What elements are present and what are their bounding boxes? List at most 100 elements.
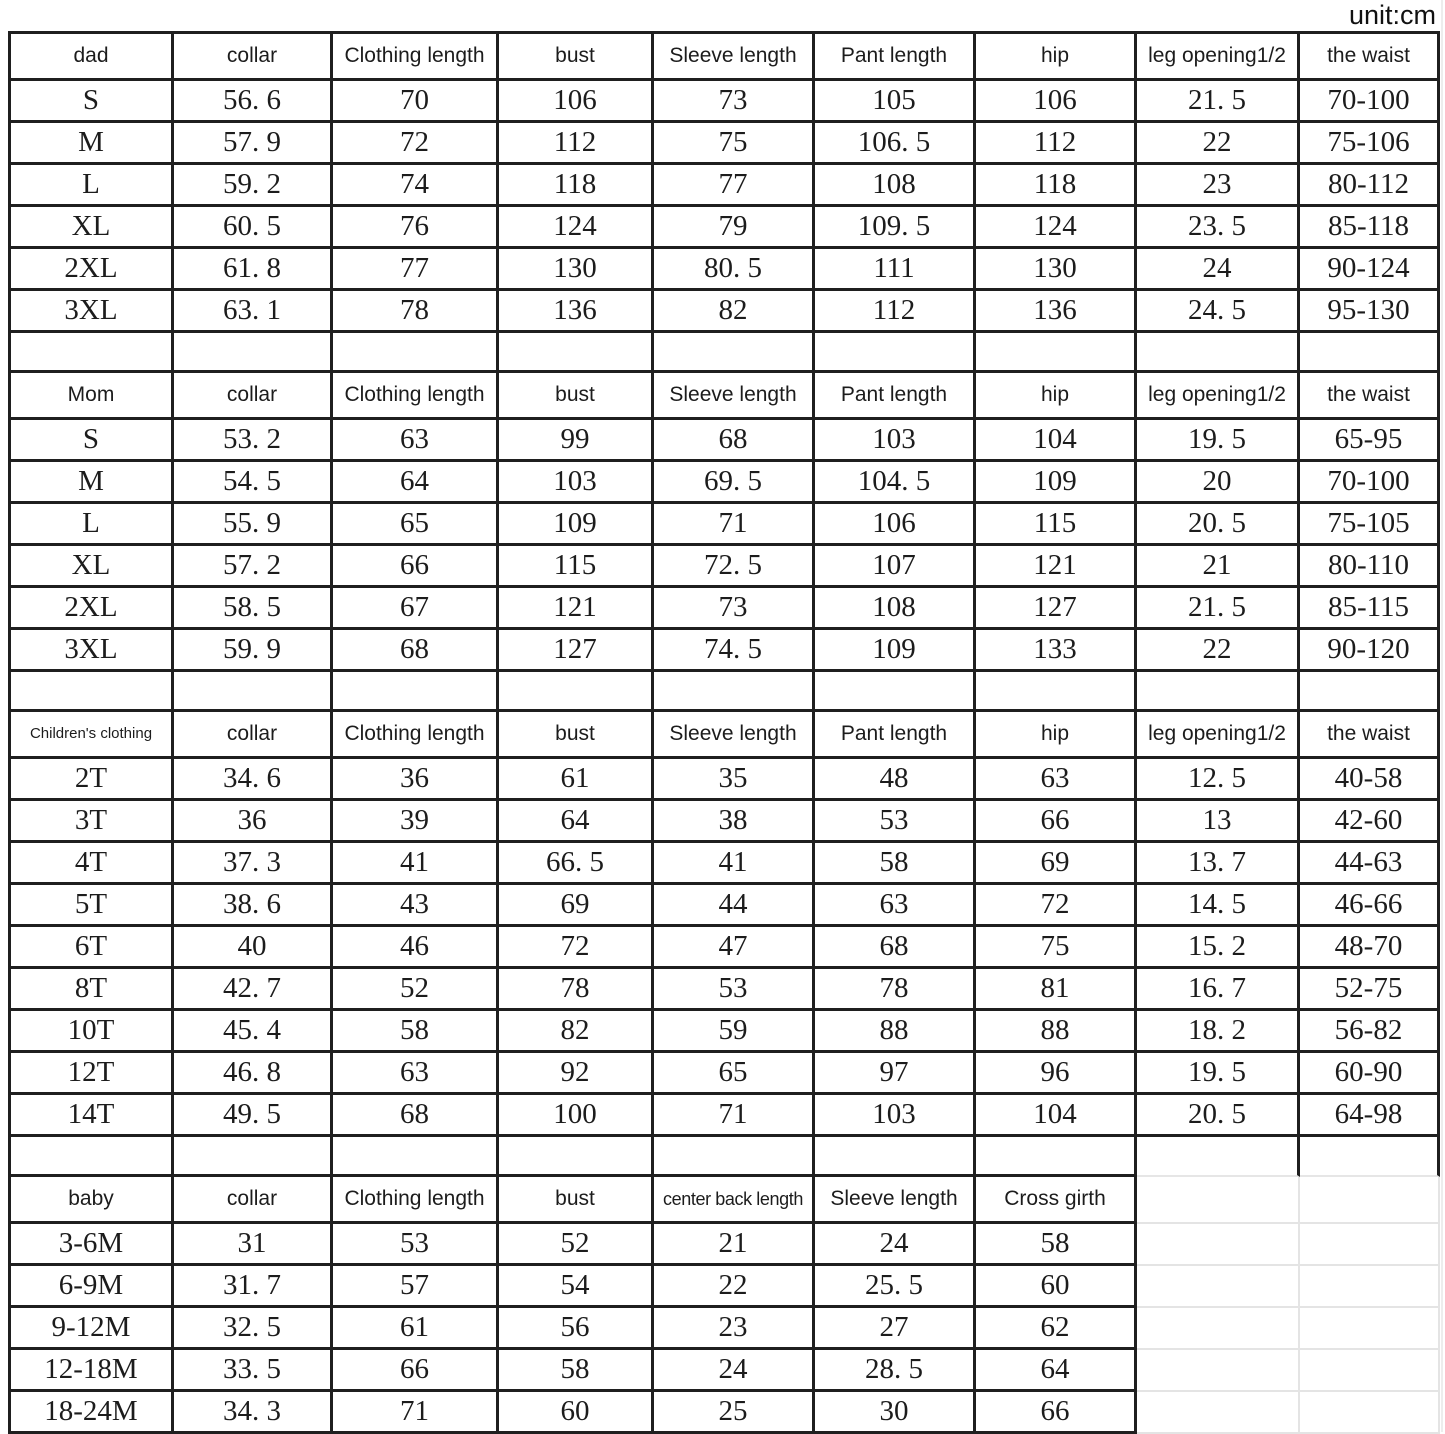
value-cell: 63 <box>333 1053 499 1095</box>
value-cell: 115 <box>976 504 1137 546</box>
value-cell: 63. 1 <box>174 291 333 333</box>
value-cell: 49. 5 <box>174 1095 333 1137</box>
value-cell: 38 <box>654 801 815 843</box>
header-cell: hip <box>976 34 1137 81</box>
value-cell: 24. 5 <box>1137 291 1300 333</box>
value-cell: 130 <box>499 249 654 291</box>
header-cell: Sleeve length <box>654 34 815 81</box>
size-cell: 3XL <box>11 630 174 672</box>
table-row: 2XL 61. 8 77 130 80. 5 111 130 24 90-124 <box>11 249 1440 291</box>
value-cell: 60 <box>976 1266 1137 1308</box>
ghost-cell <box>1137 1224 1300 1266</box>
value-cell: 103 <box>815 420 976 462</box>
value-cell: 88 <box>815 1011 976 1053</box>
separator-cell <box>815 672 976 712</box>
value-cell: 32. 5 <box>174 1308 333 1350</box>
header-cell: leg opening1/2 <box>1137 373 1300 420</box>
value-cell: 55. 9 <box>174 504 333 546</box>
value-cell: 13. 7 <box>1137 843 1300 885</box>
header-cell: Sleeve length <box>815 1177 976 1224</box>
value-cell: 47 <box>654 927 815 969</box>
size-cell: S <box>11 420 174 462</box>
table-row: 4T 37. 3 41 66. 5 41 58 69 13. 7 44-63 <box>11 843 1440 885</box>
value-cell: 65 <box>333 504 499 546</box>
value-cell: 124 <box>499 207 654 249</box>
value-cell: 82 <box>654 291 815 333</box>
value-cell: 66 <box>333 546 499 588</box>
value-cell: 104 <box>976 1095 1137 1137</box>
separator-cell <box>976 1137 1137 1177</box>
value-cell: 61 <box>333 1308 499 1350</box>
header-cell: bust <box>499 712 654 759</box>
value-cell: 106 <box>499 81 654 123</box>
value-cell: 68 <box>333 630 499 672</box>
spreadsheet-edge-line <box>1441 0 1443 1432</box>
value-cell: 63 <box>815 885 976 927</box>
value-cell: 106. 5 <box>815 123 976 165</box>
value-cell: 20. 5 <box>1137 1095 1300 1137</box>
value-cell: 108 <box>815 588 976 630</box>
table-row: 3XL 63. 1 78 136 82 112 136 24. 5 95-130 <box>11 291 1440 333</box>
value-cell: 68 <box>654 420 815 462</box>
value-cell: 57 <box>333 1266 499 1308</box>
value-cell: 111 <box>815 249 976 291</box>
separator-cell <box>333 1137 499 1177</box>
value-cell: 14. 5 <box>1137 885 1300 927</box>
value-cell: 37. 3 <box>174 843 333 885</box>
value-cell: 39 <box>333 801 499 843</box>
value-cell: 112 <box>976 123 1137 165</box>
value-cell: 15. 2 <box>1137 927 1300 969</box>
value-cell: 118 <box>499 165 654 207</box>
value-cell: 53 <box>333 1224 499 1266</box>
value-cell: 34. 6 <box>174 759 333 801</box>
value-cell: 70 <box>333 81 499 123</box>
header-cell: bust <box>499 373 654 420</box>
value-cell: 106 <box>815 504 976 546</box>
value-cell: 74 <box>333 165 499 207</box>
separator-cell <box>654 1137 815 1177</box>
header-cell: Clothing length <box>333 1177 499 1224</box>
value-cell: 45. 4 <box>174 1011 333 1053</box>
value-cell: 33. 5 <box>174 1350 333 1392</box>
table-row: 3T 36 39 64 38 53 66 13 42-60 <box>11 801 1440 843</box>
size-cell: M <box>11 123 174 165</box>
separator-cell <box>499 1137 654 1177</box>
value-cell: 24 <box>1137 249 1300 291</box>
header-cell: leg opening1/2 <box>1137 712 1300 759</box>
value-cell: 66 <box>333 1350 499 1392</box>
header-cell: Pant length <box>815 34 976 81</box>
header-cell: Sleeve length <box>654 712 815 759</box>
value-cell: 64 <box>333 462 499 504</box>
value-cell: 81 <box>976 969 1137 1011</box>
separator-row <box>11 672 1440 712</box>
value-cell: 21 <box>1137 546 1300 588</box>
separator-cell <box>333 672 499 712</box>
value-cell: 63 <box>333 420 499 462</box>
value-cell: 38. 6 <box>174 885 333 927</box>
ghost-cell <box>1137 1266 1300 1308</box>
header-cell: bust <box>499 34 654 81</box>
size-cell: 3XL <box>11 291 174 333</box>
value-cell: 66 <box>976 1392 1137 1434</box>
value-cell: 100 <box>499 1095 654 1137</box>
ghost-cell <box>1300 1177 1440 1224</box>
value-cell: 95-130 <box>1300 291 1440 333</box>
size-cell: 3T <box>11 801 174 843</box>
value-cell: 96 <box>976 1053 1137 1095</box>
header-row-children: Children's clothing collar Clothing length… <box>11 712 1440 759</box>
value-cell: 108 <box>815 165 976 207</box>
value-cell: 70-100 <box>1300 462 1440 504</box>
ghost-cell <box>1300 1350 1440 1392</box>
table-row: XL 57. 2 66 115 72. 5 107 121 21 80-110 <box>11 546 1440 588</box>
value-cell: 75-105 <box>1300 504 1440 546</box>
value-cell: 79 <box>654 207 815 249</box>
table-row: 9-12M 32. 5 61 56 23 27 62 <box>11 1308 1440 1350</box>
value-cell: 121 <box>499 588 654 630</box>
value-cell: 68 <box>815 927 976 969</box>
value-cell: 23 <box>1137 165 1300 207</box>
header-cell: collar <box>174 712 333 759</box>
value-cell: 54 <box>499 1266 654 1308</box>
value-cell: 62 <box>976 1308 1137 1350</box>
value-cell: 77 <box>654 165 815 207</box>
value-cell: 41 <box>333 843 499 885</box>
